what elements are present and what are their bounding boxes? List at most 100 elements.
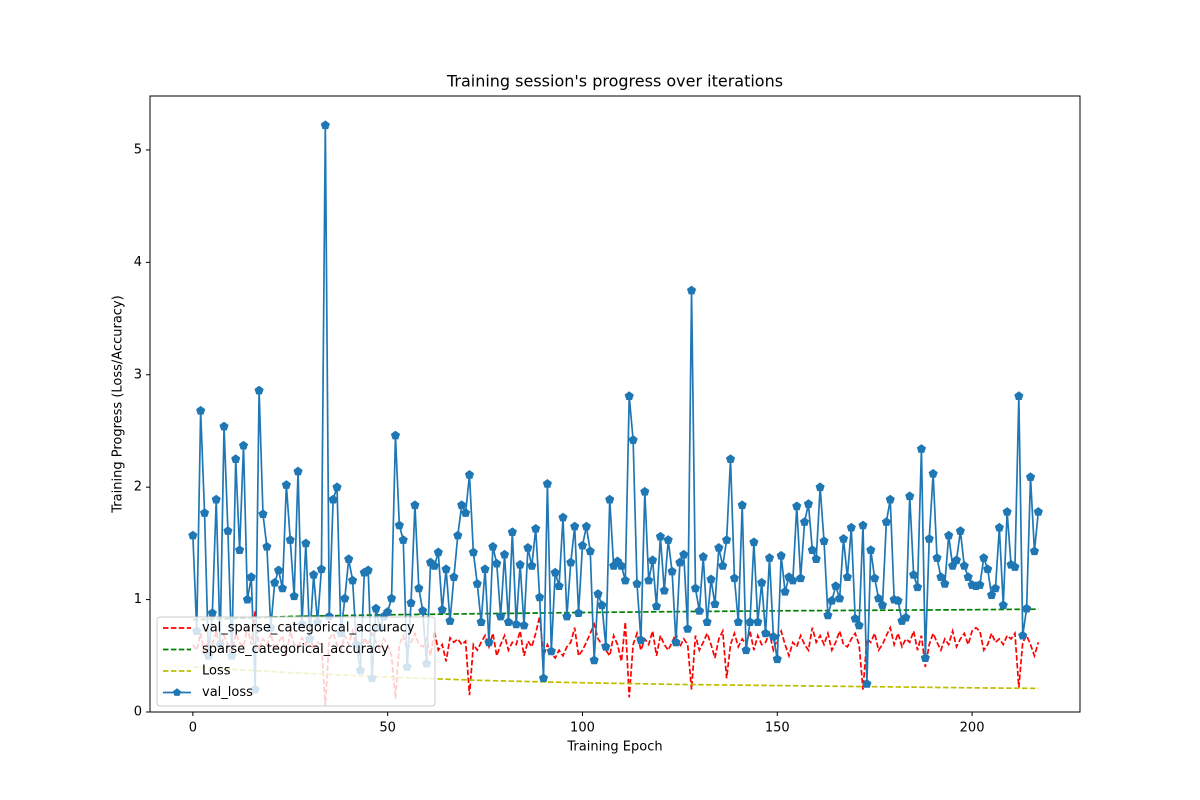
x-tick-label: 200	[960, 721, 985, 736]
point-marker	[772, 654, 782, 664]
point-marker	[585, 546, 595, 556]
point-marker	[620, 575, 630, 585]
point-marker	[963, 572, 973, 582]
point-marker	[799, 517, 810, 526]
point-marker	[986, 590, 997, 599]
point-marker	[593, 589, 603, 598]
point-marker	[270, 577, 280, 587]
legend-label: val_sparse_categorical_accuracy	[202, 621, 415, 636]
point-marker	[636, 635, 646, 644]
point-marker	[858, 520, 868, 530]
y-axis-label: Training Progress (Loss/Accuracy)	[111, 295, 126, 513]
point-marker	[499, 549, 510, 559]
point-marker	[332, 482, 342, 492]
point-marker	[873, 593, 884, 603]
point-marker	[667, 566, 677, 576]
point-marker	[885, 494, 895, 504]
point-marker	[1029, 546, 1039, 556]
x-tick-label: 50	[379, 721, 396, 736]
point-marker	[796, 573, 806, 583]
point-marker	[737, 500, 747, 510]
point-marker	[916, 444, 927, 453]
point-marker	[850, 613, 860, 623]
point-marker	[406, 598, 416, 607]
point-marker	[659, 585, 669, 595]
point-marker	[390, 430, 401, 440]
point-marker	[928, 468, 938, 478]
point-marker	[570, 521, 580, 531]
point-marker	[211, 494, 221, 504]
point-marker	[199, 508, 210, 517]
point-marker	[616, 561, 627, 570]
point-marker	[488, 541, 498, 551]
point-marker	[231, 454, 241, 463]
point-marker	[768, 631, 778, 641]
point-marker	[823, 610, 833, 620]
point-marker	[792, 501, 802, 511]
point-marker	[484, 637, 494, 647]
point-marker	[725, 454, 736, 463]
point-marker	[293, 466, 303, 476]
point-marker	[344, 554, 354, 564]
point-marker	[437, 604, 447, 614]
point-marker	[418, 606, 428, 615]
point-marker	[531, 523, 541, 533]
point-marker	[219, 421, 229, 431]
point-marker	[651, 601, 662, 611]
point-marker	[1014, 391, 1024, 401]
point-marker	[671, 637, 681, 647]
point-marker	[920, 653, 930, 662]
point-marker	[573, 608, 584, 617]
point-marker	[807, 545, 817, 555]
point-marker	[866, 545, 876, 555]
point-marker	[386, 593, 397, 603]
y-tick-label: 2	[134, 480, 142, 495]
point-marker	[472, 579, 482, 588]
point-marker	[277, 583, 288, 593]
point-marker	[959, 561, 969, 570]
point-marker	[714, 543, 724, 552]
point-marker	[764, 553, 775, 562]
point-marker	[936, 572, 946, 582]
point-marker	[722, 535, 732, 544]
point-marker	[480, 564, 490, 574]
point-marker	[597, 600, 607, 610]
point-marker	[196, 405, 206, 415]
point-marker	[449, 572, 459, 582]
point-marker	[457, 500, 467, 510]
point-marker	[698, 552, 708, 561]
point-marker	[328, 494, 338, 504]
point-marker	[831, 581, 841, 590]
point-marker	[554, 581, 564, 590]
point-marker	[788, 575, 798, 585]
point-marker	[644, 575, 654, 585]
point-marker	[733, 617, 743, 626]
point-marker	[566, 557, 576, 567]
point-marker	[538, 673, 549, 683]
point-marker	[706, 574, 716, 584]
point-marker	[601, 641, 611, 651]
point-marker	[975, 580, 985, 589]
point-marker	[1010, 562, 1020, 571]
point-marker	[605, 494, 615, 504]
point-marker	[468, 547, 478, 557]
point-marker	[1025, 472, 1036, 481]
point-marker	[951, 555, 962, 565]
point-marker	[453, 530, 463, 540]
point-marker	[492, 558, 502, 568]
point-marker	[371, 603, 381, 613]
point-marker	[394, 520, 404, 530]
point-marker	[675, 557, 685, 567]
point-marker	[235, 545, 245, 555]
point-marker	[877, 600, 888, 610]
point-marker	[1002, 507, 1012, 516]
point-marker	[546, 646, 556, 656]
point-marker	[383, 607, 393, 616]
point-marker	[223, 526, 233, 535]
point-marker	[429, 561, 439, 570]
point-marker	[461, 508, 471, 517]
point-marker	[909, 570, 919, 579]
point-marker	[348, 575, 358, 585]
point-marker	[410, 500, 420, 510]
